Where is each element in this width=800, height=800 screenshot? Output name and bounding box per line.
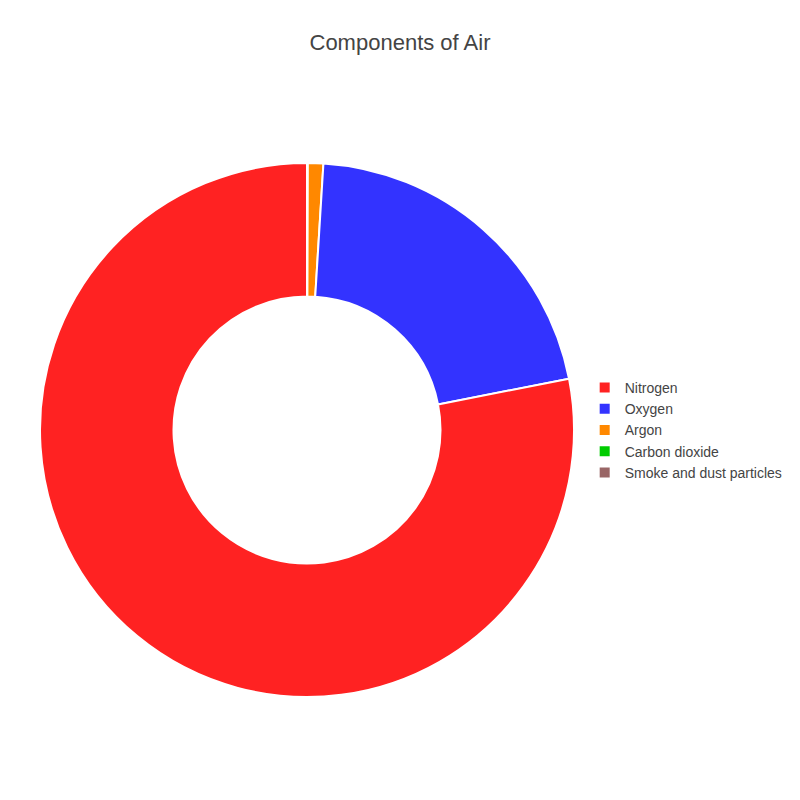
- svg-text:Components of Air: Components of Air: [310, 30, 491, 55]
- svg-text:Smoke and dust particles: Smoke and dust particles: [625, 465, 782, 481]
- svg-text:Nitrogen: Nitrogen: [625, 380, 678, 396]
- svg-text:Carbon dioxide: Carbon dioxide: [625, 444, 719, 460]
- svg-text:Oxygen: Oxygen: [625, 401, 673, 417]
- svg-text:Argon: Argon: [625, 422, 662, 438]
